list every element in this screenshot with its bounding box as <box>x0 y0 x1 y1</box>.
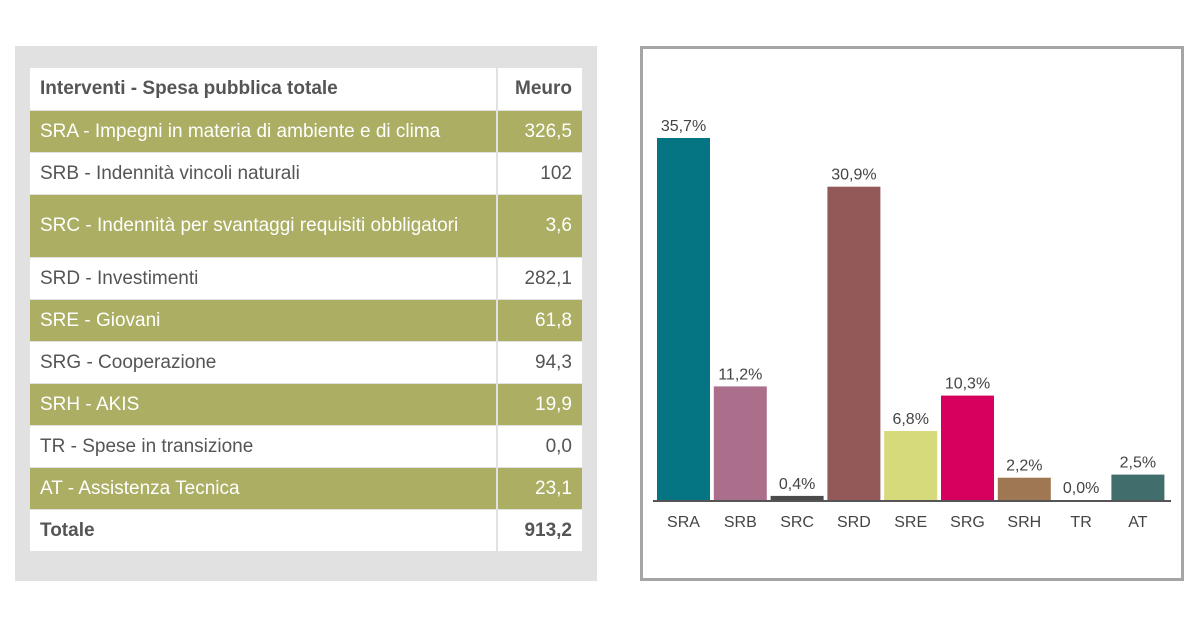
table-row: SRH - AKIS 19,9 <box>30 383 582 425</box>
data-label-src: 0,4% <box>779 476 815 493</box>
table-panel: Interventi - Spesa pubblica totale Meuro… <box>15 46 597 581</box>
data-label-tr: 0,0% <box>1063 480 1099 497</box>
x-tick-label-srg: SRG <box>950 514 985 531</box>
row-value: 326,5 <box>496 110 582 152</box>
x-tick-label-srh: SRH <box>1007 514 1041 531</box>
table-row: SRB - Indennità vincoli naturali 102 <box>30 152 582 194</box>
row-value: 23,1 <box>496 467 582 509</box>
chart-panel: 35,7% SRA 11,2% SRB 0,4% SRC 30,9% SRD 6,8% SRE 10… <box>640 46 1184 581</box>
bar-chart: 35,7% SRA 11,2% SRB 0,4% SRC 30,9% SRD 6,8% SRE 10… <box>653 118 1171 531</box>
x-tick-label-sra: SRA <box>667 514 700 531</box>
row-value: 3,6 <box>496 194 582 257</box>
data-label-at: 2,5% <box>1120 455 1156 472</box>
table-header-unit: Meuro <box>496 68 582 110</box>
x-tick-label-src: SRC <box>780 514 814 531</box>
row-label: TR - Spese in transizione <box>30 425 497 467</box>
row-value: 102 <box>496 152 582 194</box>
data-label-srd: 30,9% <box>831 167 876 184</box>
row-value: 61,8 <box>496 299 582 341</box>
bar-src <box>770 495 824 500</box>
bar-srh <box>997 477 1051 500</box>
table-row: SRE - Giovani 61,8 <box>30 299 582 341</box>
x-tick-label-srb: SRB <box>724 514 757 531</box>
row-label: SRE - Giovani <box>30 299 497 341</box>
row-value: 282,1 <box>496 257 582 299</box>
data-label-sra: 35,7% <box>661 118 706 135</box>
data-label-sre: 6,8% <box>892 411 928 428</box>
bar-sra <box>657 138 710 500</box>
row-label: SRA - Impegni in materia di ambiente e d… <box>30 110 497 152</box>
row-value: 0,0 <box>496 425 582 467</box>
bar-sre <box>884 431 938 500</box>
row-label: AT - Assistenza Tecnica <box>30 467 497 509</box>
bar-srd <box>827 186 881 500</box>
table-header-label: Interventi - Spesa pubblica totale <box>30 68 497 110</box>
table-row: SRA - Impegni in materia di ambiente e d… <box>30 110 582 152</box>
data-label-srb: 11,2% <box>718 366 762 383</box>
bar-srb <box>713 386 767 500</box>
bar-srg <box>941 395 994 500</box>
table-row: TR - Spese in transizione 0,0 <box>30 425 582 467</box>
table-total-row: Totale 913,2 <box>30 509 582 551</box>
bar-at <box>1111 474 1165 500</box>
x-tick-label-tr: TR <box>1070 514 1091 531</box>
total-value: 913,2 <box>496 509 582 551</box>
x-tick-label-srd: SRD <box>837 514 871 531</box>
data-label-srh: 2,2% <box>1006 458 1042 475</box>
total-label: Totale <box>30 509 497 551</box>
x-tick-label-at: AT <box>1128 514 1147 531</box>
row-label: SRD - Investimenti <box>30 257 497 299</box>
row-value: 19,9 <box>496 383 582 425</box>
table-row: SRC - Indennità per svantaggi requisiti … <box>30 194 582 257</box>
row-label: SRB - Indennità vincoli naturali <box>30 152 497 194</box>
spending-table: Interventi - Spesa pubblica totale Meuro… <box>30 68 582 552</box>
row-label: SRC - Indennità per svantaggi requisiti … <box>30 194 497 257</box>
row-label: SRG - Cooperazione <box>30 341 497 383</box>
row-value: 94,3 <box>496 341 582 383</box>
table-row: SRG - Cooperazione 94,3 <box>30 341 582 383</box>
table-header-row: Interventi - Spesa pubblica totale Meuro <box>30 68 582 110</box>
data-label-srg: 10,3% <box>945 376 990 393</box>
x-tick-label-sre: SRE <box>894 514 927 531</box>
row-label: SRH - AKIS <box>30 383 497 425</box>
table-row: SRD - Investimenti 282,1 <box>30 257 582 299</box>
table-row: AT - Assistenza Tecnica 23,1 <box>30 467 582 509</box>
